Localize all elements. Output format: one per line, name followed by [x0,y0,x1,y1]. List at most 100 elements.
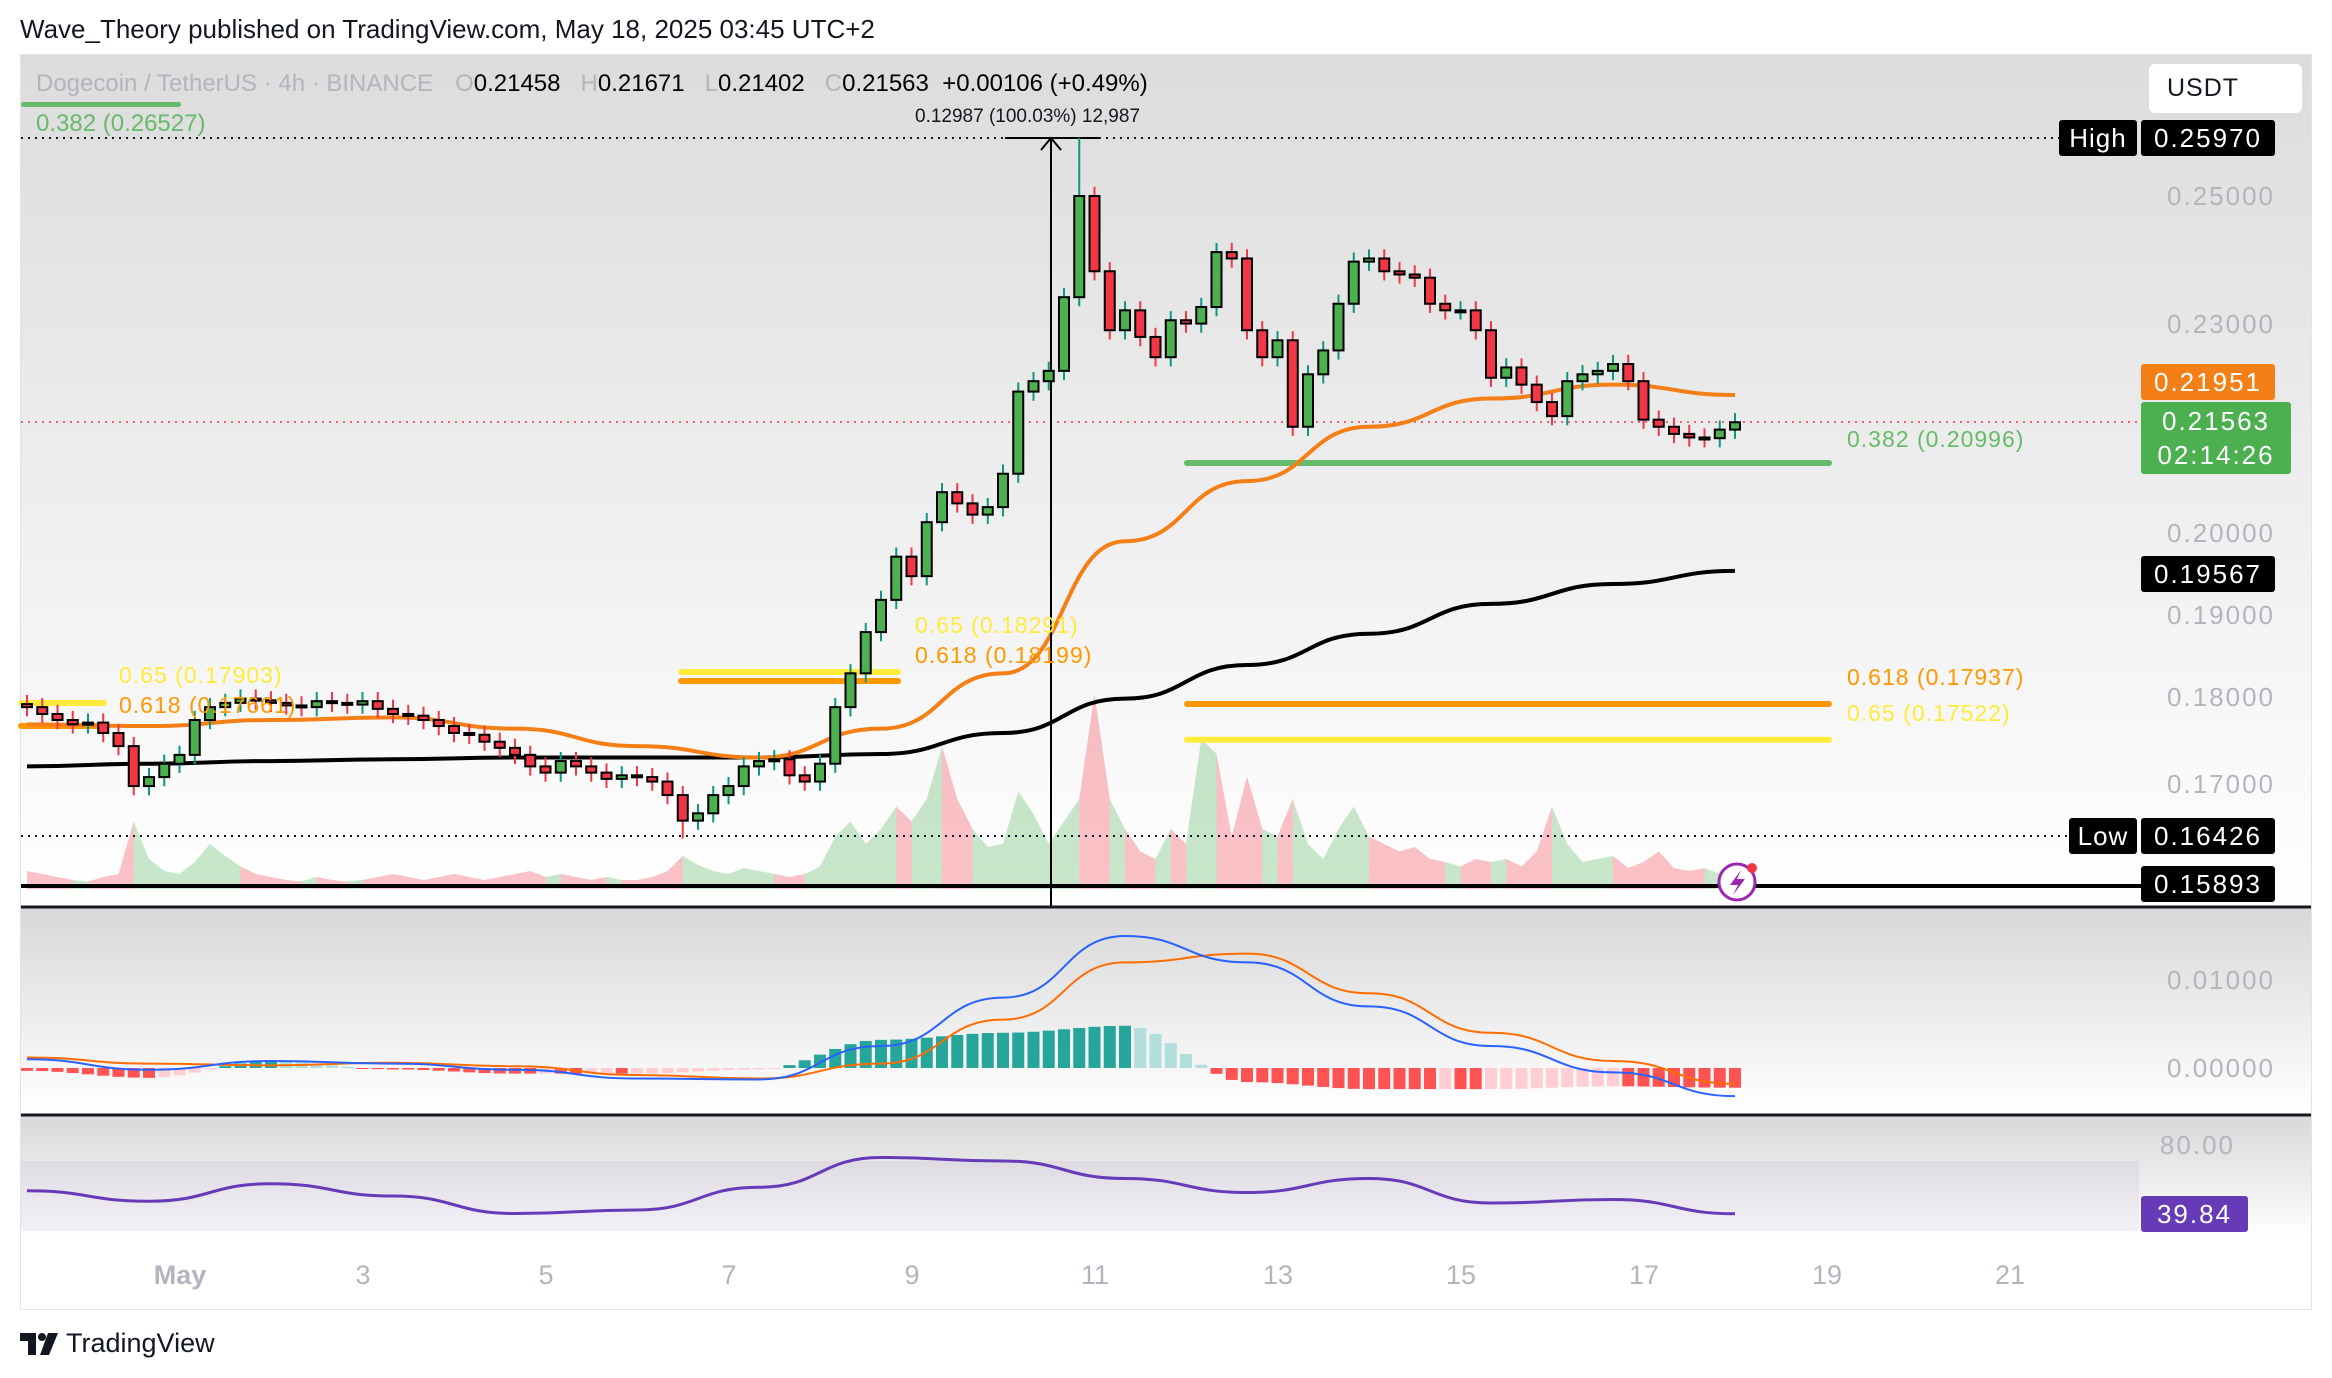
candle-body [661,780,674,797]
candle [737,757,750,796]
candle-body [51,712,64,722]
candle-body [21,703,33,709]
symbol-label[interactable]: Dogecoin / TetherUS · 4h · BINANCE [36,70,434,97]
candle-body [875,598,887,634]
candle-body [798,774,811,783]
time-tick: 15 [1445,1260,1477,1290]
tradingview-logo[interactable]: TradingView [20,1328,215,1359]
volume-segment [1262,829,1278,889]
currency-button[interactable]: USDT [2149,64,2302,113]
fib-label: 0.618 (0.17661) [119,692,297,718]
candle [1256,321,1269,367]
candle [1012,382,1025,483]
candle-body [1622,363,1635,383]
macd-histogram-bar [402,1068,415,1070]
macd-histogram-bar [1271,1068,1284,1084]
candle [82,713,94,734]
candle [219,693,232,717]
lightning-icon[interactable] [1717,862,1757,902]
candle [798,766,811,791]
ema-fast-price-box: 0.21951 [2141,364,2275,400]
volume-segment [881,806,897,889]
candle-body [1515,366,1528,386]
overlay-lines [18,136,2141,906]
candle-body [1012,390,1025,475]
candle [1119,301,1131,340]
candle-body [1500,366,1513,379]
volume-segment [957,799,973,889]
macd-histogram-bar [21,1068,33,1071]
candle-body [1317,349,1330,376]
candle-body [570,760,582,768]
macd-pane[interactable] [21,908,2311,1114]
price-tick: 0.19000 [2167,600,2275,630]
candle-body [737,765,750,788]
candle [326,692,338,713]
candle [829,697,842,773]
candle-body [478,733,491,743]
macd-indicator [21,934,1741,1098]
macd-histogram-bar [143,1068,155,1078]
volume-segment [682,856,698,889]
candle [615,766,628,789]
time-axis[interactable] [21,1236,2311,1308]
macd-histogram-bar [509,1068,521,1074]
candle-body [1713,428,1726,440]
macd-tick: 0.01000 [2167,965,2275,995]
macd-histogram-bar [798,1060,811,1068]
candle [1393,262,1406,284]
candle-body [539,765,552,774]
macd-histogram-bar [997,1032,1009,1068]
candle-body [783,758,796,777]
candle [97,713,110,743]
volume-segment [1582,859,1598,889]
candle-body [1134,309,1147,338]
candle-body [1058,296,1070,372]
candle [402,704,415,725]
macd-histogram-bar [463,1068,476,1073]
macd-histogram-bar [51,1068,64,1072]
volume-segment [1460,859,1476,889]
rsi-pane[interactable] [21,1116,2311,1236]
candle-body [341,701,354,706]
candle [66,710,79,734]
last-price-box: 0.21563 02:14:26 [2141,402,2291,474]
macd-histogram-bar [1408,1068,1421,1090]
candle-body [554,760,567,774]
candle [1439,294,1452,320]
measure-label: 0.12987 (100.03%) 12,987 [915,106,1141,127]
volume-segment [911,799,927,889]
candle [1225,242,1238,268]
macd-histogram-bar [478,1068,491,1074]
volume-segment [698,865,714,889]
candle-body [966,502,979,516]
candle-body [1286,339,1299,428]
candle [1058,288,1070,381]
volume-segment [667,856,683,889]
candle [1637,372,1650,429]
volume-segment [942,746,958,889]
volume-segment [1186,739,1202,889]
volume-segment [926,746,942,889]
macd-histogram-bar [1729,1068,1741,1088]
candle-body [692,812,704,822]
candle [661,772,674,805]
candle-body [1408,273,1421,279]
high-tag: High [2059,120,2137,156]
candle-body [1637,380,1650,421]
macd-histogram-bar [310,1063,323,1068]
main-pane[interactable] [21,55,2311,906]
high-label: H [580,70,598,97]
macd-histogram-bar [981,1033,994,1068]
candle [753,751,765,776]
fib-label: 0.382 (0.20996) [1847,426,2025,452]
volume-segment [1201,739,1217,889]
macd-histogram-bar [829,1048,842,1068]
macd-histogram-bar [1622,1068,1635,1087]
low-tag: Low [2069,818,2137,854]
macd-histogram-bar [127,1068,140,1078]
candle-body [753,760,765,768]
candle-body [829,706,842,765]
macd-histogram-bar [1530,1068,1543,1089]
